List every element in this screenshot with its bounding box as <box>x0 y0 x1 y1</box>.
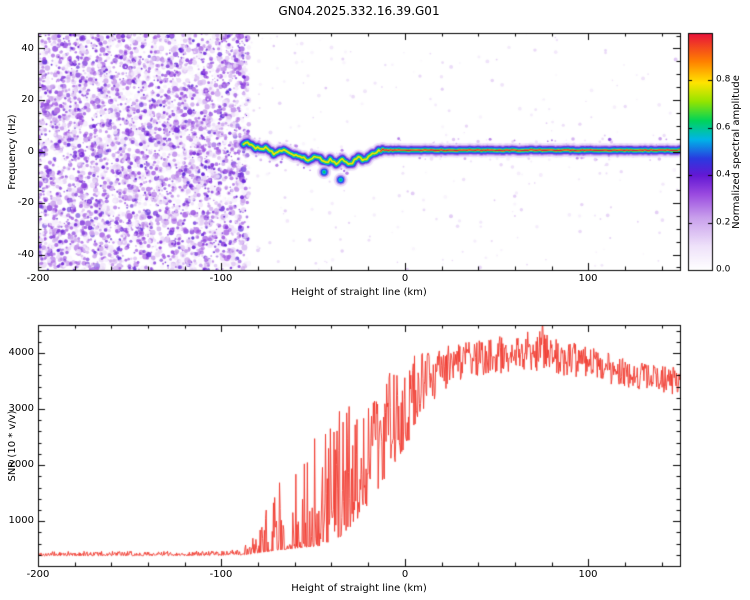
top-y-tick-label: -40 <box>17 249 34 260</box>
bottom-y-tick-label: 1000 <box>8 515 34 526</box>
bottom-y-tick-label: 3000 <box>8 403 34 414</box>
bottom-x-tick-label: 0 <box>401 569 409 580</box>
bottom-y-axis-label: SNR (10 * v/v) <box>7 410 18 482</box>
top-y-tick-label: -20 <box>17 197 34 208</box>
bottom-y-tick-label: 4000 <box>8 347 34 358</box>
colorbar-tick-label: 0.6 <box>716 122 731 133</box>
top-x-tick-label: 0 <box>401 273 409 284</box>
colorbar-label: Normalized spectral amplitude <box>731 75 742 229</box>
top-x-tick-label: 100 <box>578 273 598 284</box>
bottom-x-tick-label: 100 <box>578 569 598 580</box>
colorbar-tick-label: 0.0 <box>716 264 731 275</box>
colorbar-tick-label: 0.4 <box>716 169 731 180</box>
top-y-tick-label: 0 <box>27 146 34 157</box>
bottom-x-tick-label: -200 <box>26 569 50 580</box>
colorbar-tick-label: 0.8 <box>716 74 731 85</box>
figure-title: GN04.2025.332.16.39.G01 <box>278 4 440 18</box>
top-x-tick-label: -200 <box>26 273 50 284</box>
top-x-axis-label: Height of straight line (km) <box>291 287 427 298</box>
bottom-x-axis-label: Height of straight line (km) <box>291 583 427 594</box>
colorbar-tick-label: 0.2 <box>716 217 731 228</box>
top-y-tick-label: 20 <box>21 94 34 105</box>
top-x-tick-label: -100 <box>209 273 233 284</box>
bottom-y-tick-label: 2000 <box>8 459 34 470</box>
top-y-tick-label: 40 <box>21 43 34 54</box>
bottom-x-tick-label: -100 <box>209 569 233 580</box>
